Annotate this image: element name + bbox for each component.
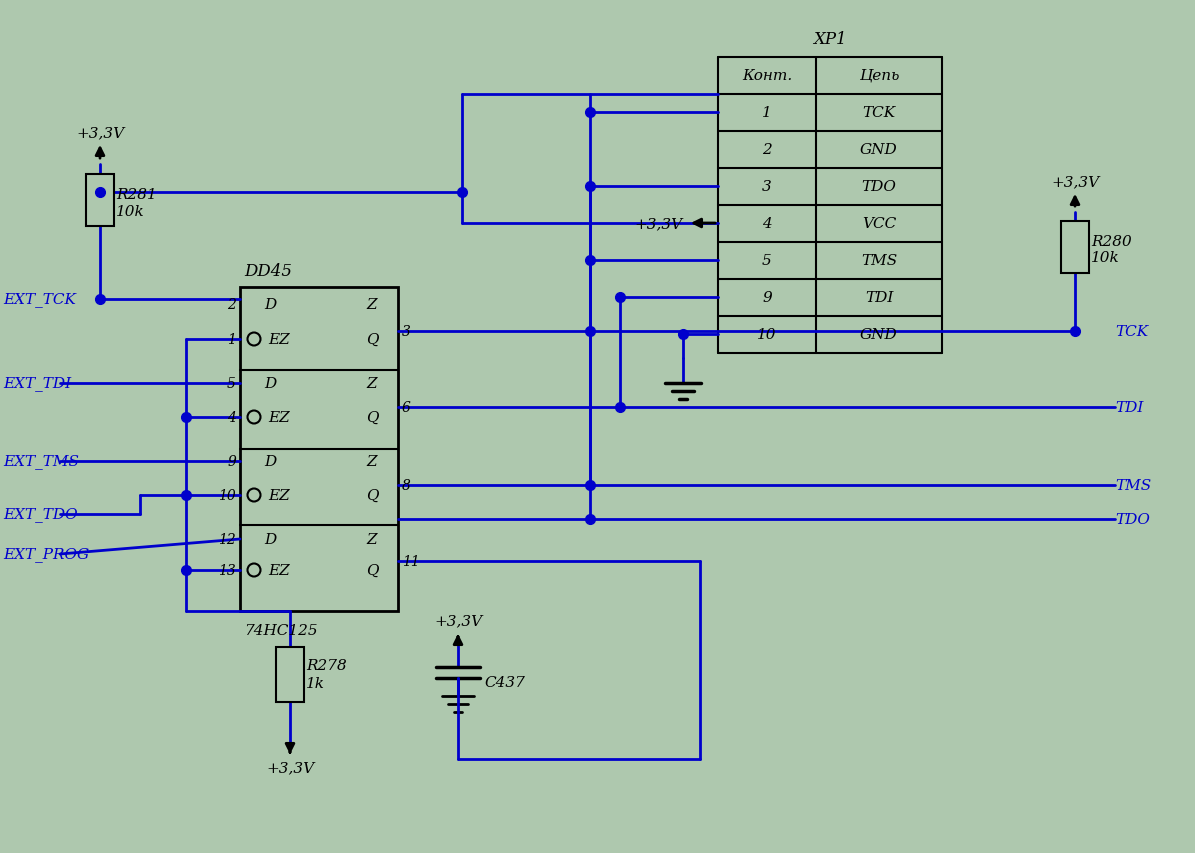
- Text: 10: 10: [219, 489, 235, 502]
- Text: 11: 11: [402, 554, 419, 568]
- Text: TCK: TCK: [863, 106, 895, 120]
- Text: Q: Q: [366, 489, 379, 502]
- Text: +3,3V: +3,3V: [635, 217, 684, 230]
- Text: 2: 2: [762, 142, 772, 157]
- Text: EXT_TDO: EXT_TDO: [4, 507, 78, 522]
- Text: Z: Z: [366, 298, 376, 311]
- Text: 1k: 1k: [306, 676, 325, 690]
- Text: 5: 5: [227, 376, 235, 391]
- Text: R281: R281: [116, 188, 157, 202]
- Text: 10k: 10k: [1091, 251, 1120, 264]
- Text: 74HC125: 74HC125: [244, 624, 318, 637]
- Text: 4: 4: [227, 410, 235, 425]
- Text: TDO: TDO: [862, 180, 896, 194]
- Text: Q: Q: [366, 410, 379, 425]
- Bar: [86, 175, 114, 227]
- Text: R278: R278: [306, 659, 347, 672]
- Text: EXT_TDI: EXT_TDI: [4, 376, 72, 391]
- Text: C437: C437: [484, 676, 525, 689]
- Text: 6: 6: [402, 401, 411, 415]
- Text: 1: 1: [762, 106, 772, 120]
- Text: GND: GND: [860, 328, 897, 341]
- Text: +3,3V: +3,3V: [1050, 175, 1099, 189]
- Text: 9: 9: [227, 455, 235, 468]
- Text: 10k: 10k: [116, 205, 145, 218]
- Text: Z: Z: [366, 532, 376, 547]
- Bar: [276, 647, 304, 702]
- Text: 2: 2: [227, 298, 235, 311]
- Text: XP1: XP1: [813, 31, 847, 48]
- Text: EZ: EZ: [268, 333, 289, 346]
- Text: Z: Z: [366, 376, 376, 391]
- Text: DD45: DD45: [244, 263, 292, 280]
- Text: Конт.: Конт.: [742, 69, 792, 83]
- Text: Q: Q: [366, 563, 379, 577]
- Text: +3,3V: +3,3V: [266, 760, 314, 774]
- Text: TDI: TDI: [865, 291, 893, 305]
- Text: EXT_TMS: EXT_TMS: [4, 454, 79, 469]
- Text: 4: 4: [762, 217, 772, 230]
- Text: TMS: TMS: [860, 253, 897, 268]
- Text: EXT_PROG: EXT_PROG: [4, 547, 90, 562]
- Text: TDO: TDO: [1115, 513, 1150, 526]
- Text: EZ: EZ: [268, 410, 289, 425]
- Text: EZ: EZ: [268, 563, 289, 577]
- Text: 8: 8: [402, 479, 411, 492]
- Text: EZ: EZ: [268, 489, 289, 502]
- Text: 3: 3: [402, 325, 411, 339]
- Text: D: D: [264, 532, 276, 547]
- Text: EXT_TCK: EXT_TCK: [4, 293, 75, 307]
- Text: R280: R280: [1091, 235, 1132, 249]
- Text: 13: 13: [219, 563, 235, 577]
- Text: 3: 3: [762, 180, 772, 194]
- Bar: [1061, 222, 1089, 274]
- Text: 10: 10: [758, 328, 777, 341]
- Text: 5: 5: [762, 253, 772, 268]
- Text: +3,3V: +3,3V: [76, 126, 124, 140]
- Text: D: D: [264, 455, 276, 468]
- Text: VCC: VCC: [862, 217, 896, 230]
- Text: D: D: [264, 298, 276, 311]
- Text: D: D: [264, 376, 276, 391]
- Text: 12: 12: [219, 532, 235, 547]
- Text: Q: Q: [366, 333, 379, 346]
- Text: TCK: TCK: [1115, 325, 1148, 339]
- Text: Z: Z: [366, 455, 376, 468]
- Text: GND: GND: [860, 142, 897, 157]
- Text: Цепь: Цепь: [859, 69, 899, 83]
- Bar: [240, 287, 398, 612]
- Text: 9: 9: [762, 291, 772, 305]
- Text: TMS: TMS: [1115, 479, 1151, 492]
- Text: 1: 1: [227, 333, 235, 346]
- Text: TDI: TDI: [1115, 401, 1144, 415]
- Text: +3,3V: +3,3V: [434, 613, 482, 627]
